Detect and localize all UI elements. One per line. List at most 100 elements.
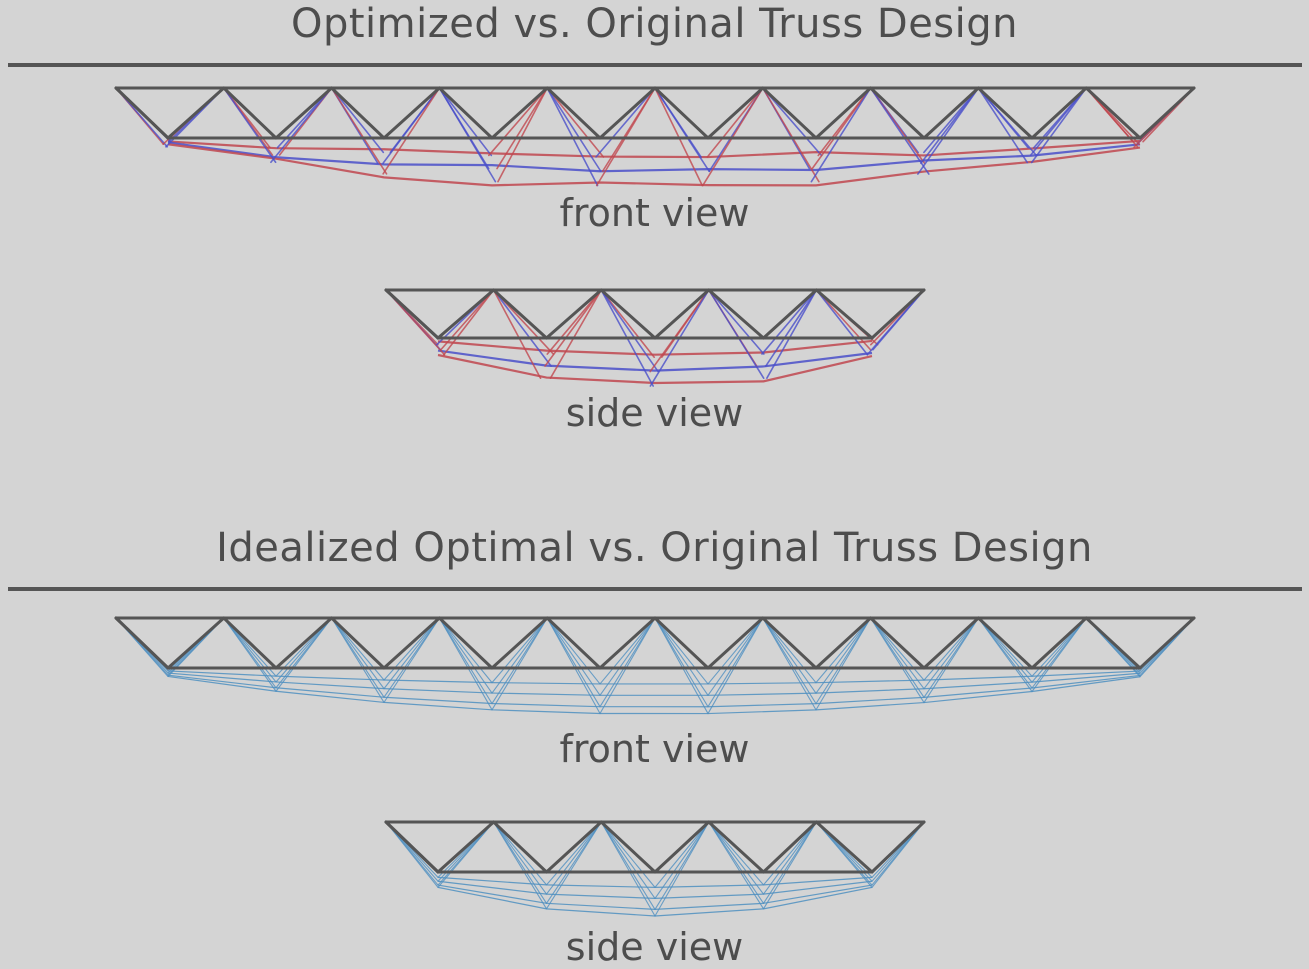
optimized-web-member: [815, 617, 872, 694]
optimized-web-member: [440, 289, 495, 351]
optimized-web-member: [600, 821, 656, 899]
optimized-web-member: [762, 617, 817, 694]
optimized-web-member: [654, 821, 710, 888]
optimized-lower-chord: [437, 349, 873, 372]
optimized-web-member: [706, 87, 764, 158]
optimized-web-member: [870, 617, 925, 690]
optimized-web-member: [654, 87, 711, 173]
optimized-web-member: [600, 289, 659, 373]
optimized-web-member: [382, 87, 441, 175]
original-web-member: [114, 86, 170, 140]
front-view-caption: front view: [559, 727, 750, 771]
optimized-web-member: [331, 617, 385, 690]
optimized-web-member: [600, 821, 656, 917]
optimized-web-member: [493, 821, 548, 886]
optimized-web-member: [707, 289, 765, 379]
optimized-web-member: [708, 821, 765, 910]
original-web-member: [706, 616, 765, 670]
optimized-web-member: [977, 87, 1037, 156]
optimized-web-member: [330, 87, 385, 154]
optimized-web-member: [869, 87, 930, 175]
original-web-member: [869, 86, 926, 140]
optimized-web-member: [762, 821, 817, 895]
optimized-web-member: [654, 821, 710, 917]
original-web-member: [814, 616, 873, 670]
optimized-web-member: [443, 289, 495, 356]
optimized-web-member: [762, 617, 817, 684]
optimized-web-member: [438, 87, 493, 157]
section-divider: [8, 63, 1302, 67]
optimized-web-member: [762, 821, 817, 886]
optimized-web-member: [923, 617, 979, 690]
optimized-web-member: [810, 87, 872, 183]
optimized-web-member: [545, 821, 602, 886]
optimized-web-member: [497, 87, 549, 183]
original-web-member: [545, 616, 602, 670]
original-web-member: [976, 616, 1034, 670]
optimized-lower-chord: [167, 674, 1141, 708]
optimized-web-member: [599, 617, 656, 715]
optimized-web-member: [815, 617, 872, 711]
original-web-member: [545, 820, 603, 874]
optimized-web-member: [493, 821, 548, 910]
original-web-member: [814, 820, 874, 874]
original-web-member: [1084, 86, 1142, 140]
original-web-member: [653, 820, 711, 874]
original-web-member: [382, 86, 441, 140]
side-view-truss-idealized: [384, 820, 926, 917]
front-view-truss-idealized: [114, 616, 1196, 715]
optimized-web-member: [487, 87, 549, 157]
optimized-web-member: [707, 617, 764, 685]
original-web-member: [814, 288, 874, 340]
optimized-web-member: [815, 289, 869, 356]
optimized-web-member: [330, 87, 388, 175]
optimized-web-member: [385, 821, 439, 888]
optimized-web-member: [707, 617, 764, 708]
original-web-member: [922, 86, 980, 140]
optimized-web-member: [546, 617, 601, 715]
original-web-member: [762, 820, 818, 874]
optimized-lower-chord: [167, 670, 1141, 685]
optimized-web-member: [815, 821, 873, 888]
original-web-member: [166, 616, 226, 670]
optimized-web-member: [546, 87, 605, 158]
original-web-member: [222, 86, 278, 140]
optimized-web-member: [977, 87, 1029, 164]
optimized-web-member: [977, 617, 1033, 683]
optimized-web-member: [762, 617, 817, 711]
optimized-web-member: [549, 289, 603, 379]
optimized-web-member: [1031, 617, 1087, 693]
optimized-web-member: [492, 289, 542, 379]
optimized-web-member: [1030, 87, 1087, 164]
optimized-lower-chord: [167, 143, 1141, 187]
optimized-web-member: [654, 617, 709, 708]
original-web-member: [437, 616, 494, 670]
optimized-web-member: [546, 617, 601, 696]
optimized-lower-chord: [437, 339, 873, 356]
original-web-member: [599, 820, 657, 874]
original-web-member: [653, 288, 711, 340]
original-web-member: [1084, 616, 1142, 670]
optimized-web-member: [707, 617, 764, 715]
original-web-member: [222, 616, 278, 670]
side-view-caption: side view: [565, 391, 744, 435]
optimized-web-member: [437, 821, 495, 888]
optimized-web-member: [438, 617, 493, 684]
original-web-member: [274, 616, 334, 670]
optimized-web-member: [544, 289, 603, 367]
optimized-web-member: [438, 617, 493, 711]
original-web-member: [492, 820, 548, 874]
original-web-member: [1030, 616, 1088, 670]
optimized-web-member: [762, 821, 817, 910]
optimized-web-member: [546, 289, 603, 355]
optimized-web-member: [599, 617, 656, 696]
original-web-member: [762, 288, 818, 340]
original-web-member: [384, 288, 440, 340]
original-web-member: [870, 288, 926, 340]
original-web-member: [490, 616, 549, 670]
optimized-lower-chord: [437, 886, 873, 917]
optimized-web-member: [1031, 617, 1087, 683]
optimized-web-member: [599, 617, 656, 708]
optimized-web-member: [223, 87, 277, 164]
optimized-web-member: [491, 617, 548, 694]
